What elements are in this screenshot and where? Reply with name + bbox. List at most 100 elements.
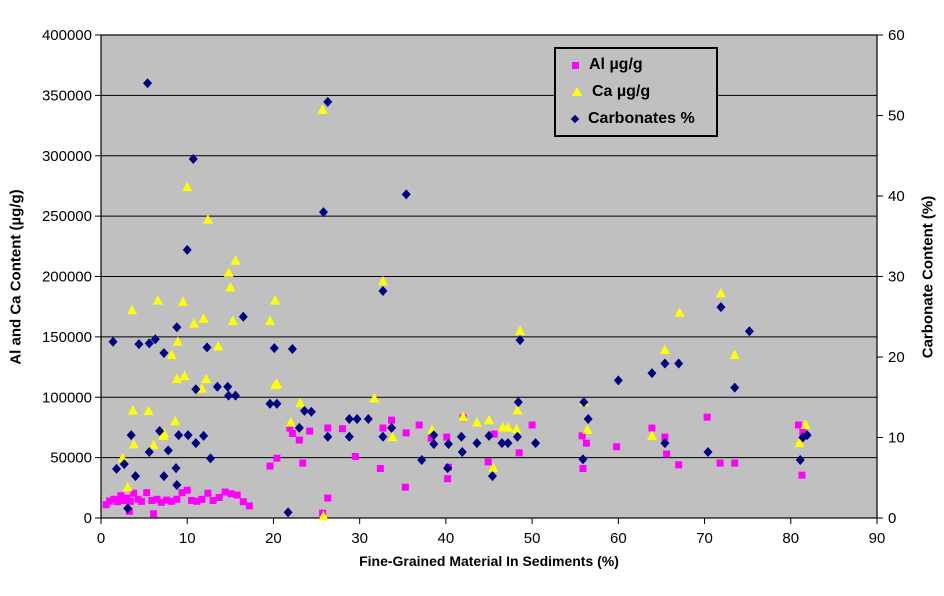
data-point-al xyxy=(288,429,296,437)
data-point-carbonates xyxy=(171,463,181,474)
data-point-carbonates xyxy=(183,430,193,441)
data-point-carbonates xyxy=(795,455,805,466)
data-point-al xyxy=(388,416,396,424)
data-point-ca xyxy=(170,415,181,426)
al-square-marker-icon xyxy=(572,61,579,69)
data-point-carbonates xyxy=(660,358,670,369)
data-point-carbonates xyxy=(172,322,182,333)
data-point-carbonates xyxy=(472,438,482,449)
data-point-al xyxy=(130,489,138,497)
data-point-ca xyxy=(128,438,139,449)
data-point-al xyxy=(273,454,281,462)
data-point-al xyxy=(163,496,171,504)
data-point-al xyxy=(126,497,134,505)
data-point-al xyxy=(178,489,186,497)
legend: Al µg/g Ca µg/g Carbonates % xyxy=(554,47,718,137)
y-left-tick-label: 300000 xyxy=(42,148,92,165)
data-point-al xyxy=(443,433,451,441)
data-point-carbonates xyxy=(387,422,397,433)
data-point-carbonates xyxy=(378,431,388,442)
data-point-carbonates xyxy=(144,446,154,457)
data-point-ca xyxy=(202,214,213,224)
data-point-carbonates xyxy=(497,438,507,449)
data-point-ca xyxy=(148,439,159,449)
x-tick-label: 60 xyxy=(610,530,627,547)
data-point-carbonates xyxy=(155,426,165,437)
data-point-ca xyxy=(488,462,499,472)
data-point-ca xyxy=(377,275,388,286)
data-point-carbonates xyxy=(744,326,754,337)
data-point-ca xyxy=(122,481,133,492)
data-point-carbonates xyxy=(613,375,623,386)
data-point-carbonates xyxy=(531,438,541,449)
data-point-al xyxy=(402,429,410,437)
data-point-carbonates xyxy=(352,413,362,424)
legend-item-carbonates: Carbonates % xyxy=(556,110,716,128)
data-point-al xyxy=(324,494,332,502)
data-point-al xyxy=(153,495,161,503)
left-y-axis-title: Al and Ca Content (µg/g) xyxy=(7,189,25,365)
data-point-ca xyxy=(230,255,241,265)
data-point-carbonates xyxy=(265,398,275,409)
data-point-al xyxy=(490,430,498,438)
data-point-carbonates xyxy=(224,390,234,401)
data-point-carbonates xyxy=(287,343,297,354)
data-point-carbonates xyxy=(583,413,593,424)
data-point-carbonates xyxy=(579,397,589,408)
data-point-ca xyxy=(369,392,380,403)
data-point-carbonates xyxy=(174,430,184,441)
data-point-al xyxy=(193,497,201,505)
data-point-carbonates xyxy=(730,382,740,393)
data-point-carbonates xyxy=(318,207,328,218)
data-point-al xyxy=(106,497,114,505)
data-point-ca xyxy=(196,383,207,393)
data-point-ca xyxy=(223,267,234,277)
data-point-ca xyxy=(117,452,128,463)
data-point-carbonates xyxy=(223,381,233,392)
y-left-tick-label: 0 xyxy=(84,510,92,527)
y-right-tick-label: 0 xyxy=(888,510,896,527)
y-left-tick-label: 150000 xyxy=(42,329,92,346)
data-point-ca xyxy=(387,431,398,442)
data-point-carbonates xyxy=(206,453,216,464)
x-tick-label: 90 xyxy=(869,530,886,547)
data-point-al xyxy=(266,462,274,470)
data-point-al xyxy=(731,459,739,467)
data-point-al xyxy=(102,501,110,509)
data-point-al xyxy=(143,489,151,497)
data-point-ca xyxy=(515,325,526,335)
data-point-carbonates xyxy=(503,438,513,449)
data-point-carbonates xyxy=(108,336,118,347)
data-point-al xyxy=(661,433,669,441)
data-point-carbonates xyxy=(283,507,293,518)
data-point-carbonates xyxy=(123,503,133,514)
data-point-ca xyxy=(264,315,275,326)
data-point-ca xyxy=(285,417,296,427)
data-point-al xyxy=(795,421,803,429)
data-point-al xyxy=(188,496,196,504)
data-point-ca xyxy=(127,405,138,415)
data-point-ca xyxy=(227,315,238,326)
y-right-tick-label: 10 xyxy=(888,430,905,447)
y-right-tick-label: 60 xyxy=(888,27,905,44)
data-point-ca xyxy=(715,287,726,298)
data-point-carbonates xyxy=(716,302,726,313)
data-point-ca xyxy=(127,304,138,315)
data-point-al xyxy=(239,498,247,506)
data-point-al xyxy=(578,432,586,440)
data-point-ca xyxy=(201,373,212,384)
data-point-carbonates xyxy=(306,406,316,417)
data-point-carbonates xyxy=(363,413,373,424)
data-point-carbonates xyxy=(269,343,279,354)
data-point-ca xyxy=(158,427,169,438)
data-point-carbonates xyxy=(159,471,169,482)
data-point-ca xyxy=(171,373,182,384)
data-point-carbonates xyxy=(703,446,713,457)
data-point-al xyxy=(376,464,384,472)
data-point-al xyxy=(299,459,307,467)
data-point-carbonates xyxy=(172,479,182,490)
data-point-ca xyxy=(225,281,236,292)
data-point-carbonates xyxy=(231,390,241,401)
